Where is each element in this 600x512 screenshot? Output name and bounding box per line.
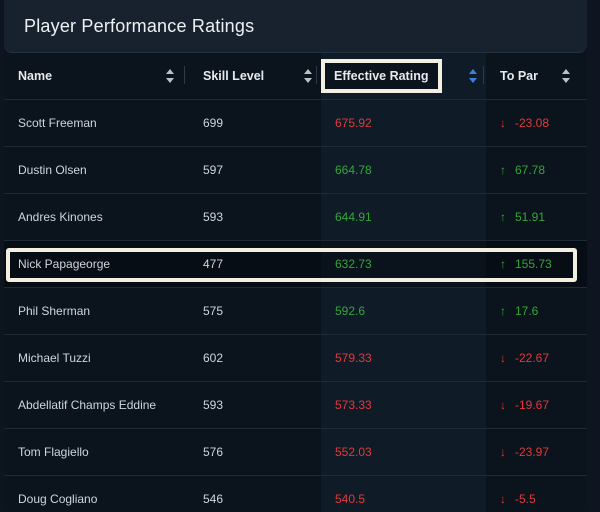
sort-icon[interactable] <box>165 69 175 83</box>
cell-to-par: ↓ -5.5 <box>486 476 587 512</box>
column-label-name: Name <box>18 69 53 83</box>
table-row[interactable]: Michael Tuzzi 602 579.33 ↓ -22.67 <box>4 334 587 382</box>
cell-name: Doug Cogliano <box>18 492 98 506</box>
page-title: Player Performance Ratings <box>24 15 255 36</box>
ratings-table: Name Skill Level Effective Rating <box>4 53 587 512</box>
column-header-to-par[interactable]: To Par <box>486 53 587 100</box>
cell-to-par: ↓ -22.67 <box>486 335 587 382</box>
cell-skill-level: 602 <box>203 351 224 365</box>
cell-to-par: ↑ 67.78 <box>486 147 587 194</box>
to-par-value: -23.97 <box>515 445 550 459</box>
cell-effective-rating: 579.33 <box>321 334 486 382</box>
cell-skill-level: 699 <box>203 116 224 130</box>
cell-name: Tom Flagiello <box>18 445 89 459</box>
cell-effective-rating: 592.6 <box>321 287 486 335</box>
cell-to-par: ↑ 51.91 <box>486 194 587 241</box>
cell-skill-level: 597 <box>203 163 224 177</box>
cell-name: Michael Tuzzi <box>18 351 91 365</box>
arrow-down-icon: ↓ <box>500 351 506 365</box>
table-header-row: Name Skill Level Effective Rating <box>4 53 587 100</box>
column-label-to-par: To Par <box>500 69 538 83</box>
sort-icon[interactable] <box>561 69 571 83</box>
cell-to-par: ↓ -23.97 <box>486 429 587 476</box>
cell-to-par: ↓ -23.08 <box>486 100 587 147</box>
cell-to-par: ↑ 155.73 <box>486 240 587 288</box>
column-header-effective-rating[interactable]: Effective Rating <box>321 53 486 100</box>
to-par-value: 51.91 <box>515 210 546 224</box>
sort-active-icon[interactable] <box>468 69 478 83</box>
cell-to-par: ↓ -19.67 <box>486 382 587 429</box>
to-par-value: 17.6 <box>515 304 539 318</box>
cell-name: Dustin Olsen <box>18 163 87 177</box>
table-row[interactable]: Nick Papageorge 477 632.73 ↑ 155.73 <box>4 240 587 288</box>
cell-effective-rating: 644.91 <box>321 193 486 241</box>
table-row[interactable]: Andres Kinones 593 644.91 ↑ 51.91 <box>4 193 587 241</box>
to-par-value: -23.08 <box>515 116 550 130</box>
cell-name: Andres Kinones <box>18 210 103 224</box>
column-label-effective-rating: Effective Rating <box>334 69 429 83</box>
cell-skill-level: 546 <box>203 492 224 506</box>
panel-header: Player Performance Ratings <box>4 0 587 53</box>
arrow-up-icon: ↑ <box>500 163 506 177</box>
table-row[interactable]: Tom Flagiello 576 552.03 ↓ -23.97 <box>4 428 587 476</box>
cell-effective-rating: 632.73 <box>321 240 486 288</box>
to-par-value: 67.78 <box>515 163 546 177</box>
column-divider <box>483 66 484 84</box>
table-row[interactable]: Doug Cogliano 546 540.5 ↓ -5.5 <box>4 475 587 512</box>
cell-effective-rating: 664.78 <box>321 146 486 194</box>
arrow-up-icon: ↑ <box>500 210 506 224</box>
cell-effective-rating: 540.5 <box>321 475 486 512</box>
column-label-skill-level: Skill Level <box>203 69 265 83</box>
column-header-skill-level[interactable]: Skill Level <box>189 53 321 100</box>
table-row[interactable]: Scott Freeman 699 675.92 ↓ -23.08 <box>4 99 587 147</box>
arrow-down-icon: ↓ <box>500 116 506 130</box>
to-par-value: 155.73 <box>515 257 552 271</box>
ratings-panel: Player Performance Ratings Name Skill Le… <box>4 0 587 512</box>
to-par-value: -5.5 <box>515 492 536 506</box>
column-divider <box>184 66 185 84</box>
table-row[interactable]: Dustin Olsen 597 664.78 ↑ 67.78 <box>4 146 587 194</box>
cell-name: Abdellatif Champs Eddine <box>18 398 157 412</box>
arrow-up-icon: ↑ <box>500 304 506 318</box>
sort-icon[interactable] <box>303 69 313 83</box>
cell-skill-level: 593 <box>203 398 224 412</box>
arrow-down-icon: ↓ <box>500 445 506 459</box>
table-row[interactable]: Phil Sherman 575 592.6 ↑ 17.6 <box>4 287 587 335</box>
cell-to-par: ↑ 17.6 <box>486 288 587 335</box>
arrow-down-icon: ↓ <box>500 398 506 412</box>
cell-skill-level: 593 <box>203 210 224 224</box>
cell-effective-rating: 675.92 <box>321 99 486 147</box>
effective-rating-header-highlight: Effective Rating <box>321 59 442 93</box>
arrow-down-icon: ↓ <box>500 492 506 506</box>
cell-name: Phil Sherman <box>18 304 91 318</box>
cell-skill-level: 477 <box>189 240 321 288</box>
cell-skill-level: 575 <box>203 304 224 318</box>
to-par-value: -19.67 <box>515 398 550 412</box>
cell-name: Nick Papageorge <box>4 240 189 288</box>
column-header-name[interactable]: Name <box>4 53 189 100</box>
arrow-up-icon: ↑ <box>500 257 506 271</box>
cell-effective-rating: 552.03 <box>321 428 486 476</box>
to-par-value: -22.67 <box>515 351 550 365</box>
table-row[interactable]: Abdellatif Champs Eddine 593 573.33 ↓ -19.67 <box>4 381 587 429</box>
column-divider <box>316 66 317 84</box>
cell-skill-level: 576 <box>203 445 224 459</box>
cell-name: Scott Freeman <box>18 116 97 130</box>
cell-effective-rating: 573.33 <box>321 381 486 429</box>
